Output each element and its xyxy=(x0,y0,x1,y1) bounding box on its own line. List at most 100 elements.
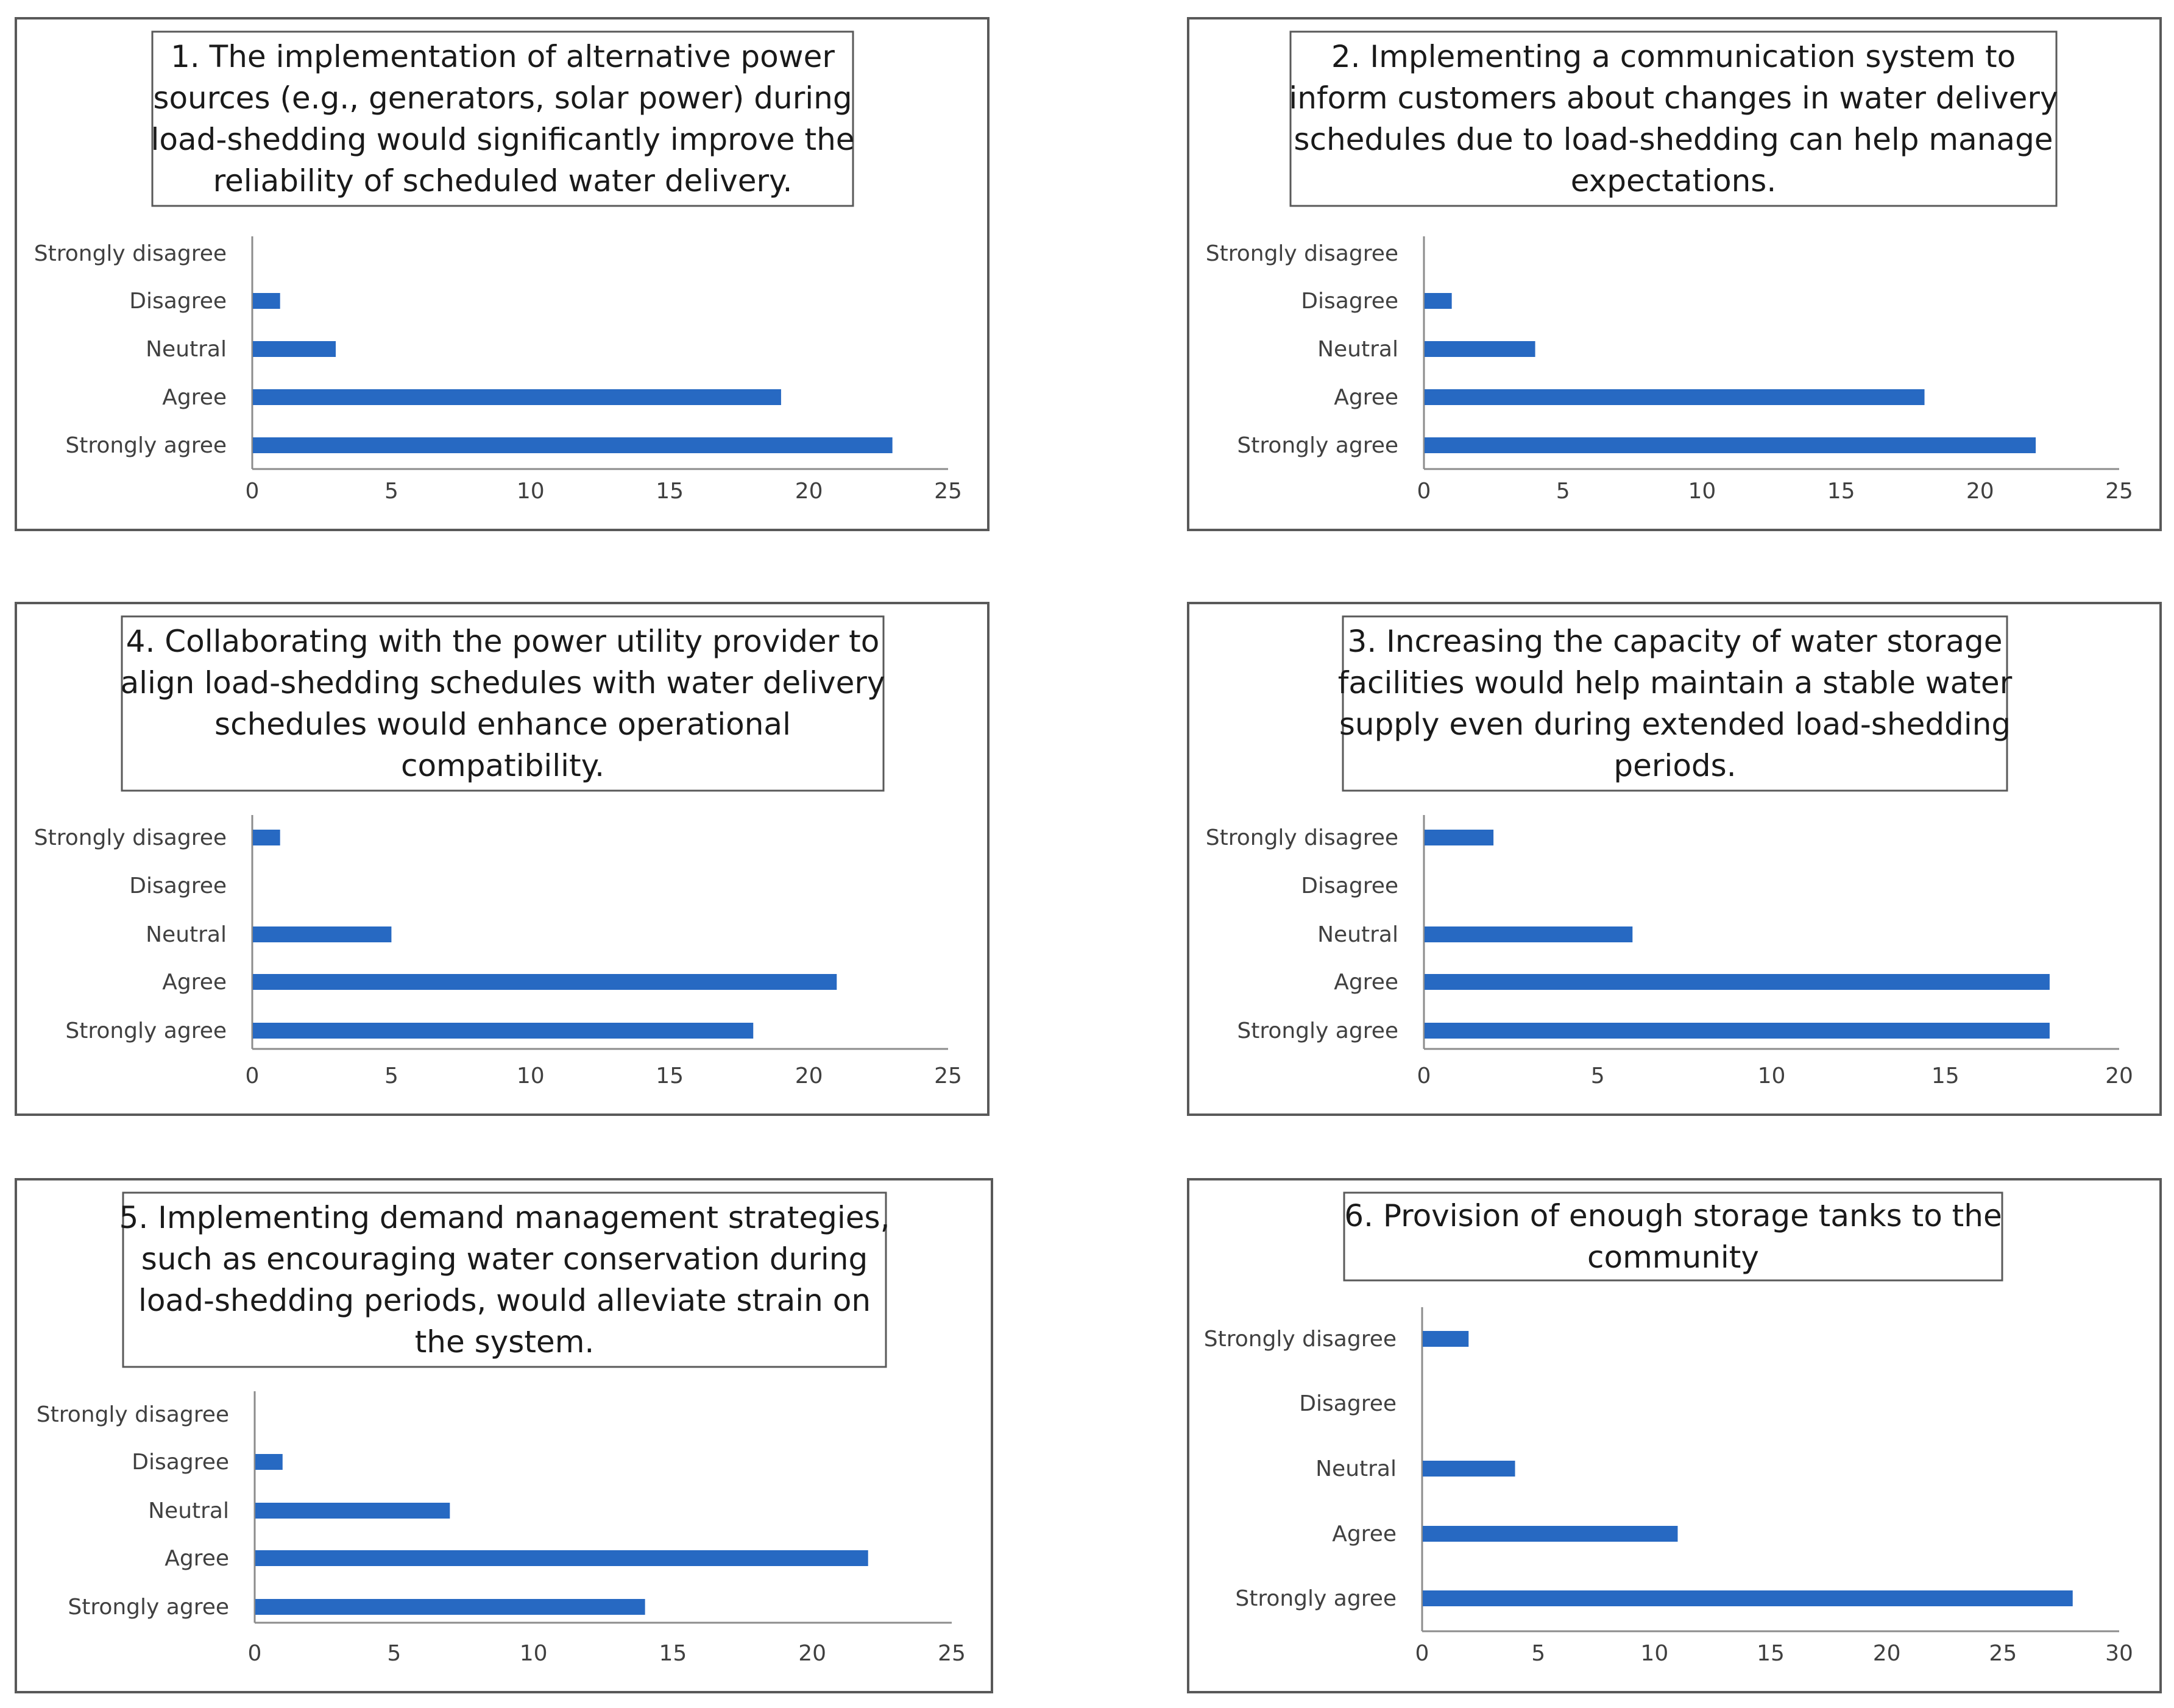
chart-title-line: the system. xyxy=(415,1324,595,1360)
category-label: Strongly disagree xyxy=(34,241,227,266)
x-tick-label: 25 xyxy=(938,1641,966,1666)
bar-strongly-agree xyxy=(253,1023,754,1039)
chart-title-box xyxy=(1342,615,2008,792)
chart-title-line: schedules due to load-shedding can help … xyxy=(1294,122,2053,157)
chart-title-line: 4. Collaborating with the power utility … xyxy=(126,624,880,659)
x-tick-label: 5 xyxy=(1591,1064,1605,1089)
bar-agree xyxy=(255,1550,868,1566)
bar-neutral xyxy=(255,1503,450,1519)
x-tick-label: 10 xyxy=(1758,1064,1786,1089)
x-tick-label: 25 xyxy=(2105,479,2133,504)
category-label: Neutral xyxy=(146,337,227,362)
category-label: Agree xyxy=(1334,970,1398,995)
x-tick-label: 15 xyxy=(1827,479,1855,504)
chart-panel-3: 4. Collaborating with the power utility … xyxy=(15,602,990,1116)
bar-neutral xyxy=(253,926,392,942)
chart-title-line: reliability of scheduled water delivery. xyxy=(213,163,793,199)
bar-strongly-disagree xyxy=(1425,830,1494,845)
chart-title-line: sources (e.g., generators, solar power) … xyxy=(153,80,852,116)
chart-title-line: facilities would help maintain a stable … xyxy=(1338,665,2013,700)
bar-strongly-agree xyxy=(253,437,893,453)
x-tick-label: 10 xyxy=(1640,1641,1668,1666)
category-label: Strongly agree xyxy=(1237,1018,1398,1043)
category-label: Strongly disagree xyxy=(34,825,227,850)
chart-panel-1: 1. The implementation of alternative pow… xyxy=(15,17,990,531)
chart-title-line: 2. Implementing a communication system t… xyxy=(1331,39,2016,74)
x-tick-label: 25 xyxy=(934,479,962,504)
category-label: Neutral xyxy=(1317,922,1398,947)
chart-title-line: 6. Provision of enough storage tanks to … xyxy=(1344,1198,2002,1233)
x-tick-label: 0 xyxy=(246,1064,260,1089)
category-label: Disagree xyxy=(129,873,227,898)
chart-title-line: community xyxy=(1587,1240,1759,1275)
bar-strongly-agree xyxy=(1423,1590,2073,1606)
x-tick-label: 20 xyxy=(795,479,823,504)
x-tick-label: 0 xyxy=(1415,1641,1429,1666)
chart-title-line: supply even during extended load-sheddin… xyxy=(1339,707,2011,742)
category-label: Agree xyxy=(1332,1522,1397,1547)
x-tick-label: 15 xyxy=(659,1641,687,1666)
x-tick-label: 20 xyxy=(798,1641,826,1666)
chart-title-box xyxy=(122,1191,887,1368)
bar-neutral xyxy=(1423,1461,1515,1477)
bar-agree xyxy=(1425,389,1925,405)
x-tick-label: 15 xyxy=(1931,1064,1960,1089)
category-label: Strongly agree xyxy=(65,1018,227,1043)
x-tick-label: 25 xyxy=(1989,1641,2017,1666)
chart-panel-2: 2. Implementing a communication system t… xyxy=(1187,17,2162,531)
bar-neutral xyxy=(1425,341,1535,357)
x-tick-label: 20 xyxy=(795,1064,823,1089)
chart-title-line: schedules would enhance operational xyxy=(214,707,791,742)
bar-neutral xyxy=(1425,926,1633,942)
bar-strongly-disagree xyxy=(1423,1331,1469,1347)
x-tick-label: 0 xyxy=(246,479,260,504)
bar-agree xyxy=(253,974,837,990)
chart-panel-5: 5. Implementing demand management strate… xyxy=(15,1178,993,1693)
category-label: Strongly agree xyxy=(68,1595,229,1620)
chart-title-box xyxy=(1289,30,2058,207)
category-label: Strongly disagree xyxy=(1204,1327,1397,1352)
category-label: Strongly disagree xyxy=(1206,825,1398,850)
x-tick-label: 10 xyxy=(1688,479,1716,504)
x-tick-label: 25 xyxy=(934,1064,962,1089)
chart-title-line: 3. Increasing the capacity of water stor… xyxy=(1348,624,2003,659)
bar-strongly-agree xyxy=(255,1599,645,1615)
category-label: Strongly disagree xyxy=(1206,241,1398,266)
x-tick-label: 5 xyxy=(387,1641,401,1666)
x-tick-label: 15 xyxy=(656,479,684,504)
chart-title-line: such as encouraging water conservation d… xyxy=(141,1241,868,1277)
x-tick-label: 10 xyxy=(517,1064,545,1089)
chart-title-line: 5. Implementing demand management strate… xyxy=(119,1200,890,1235)
x-tick-label: 20 xyxy=(2105,1064,2133,1089)
x-tick-label: 10 xyxy=(520,1641,548,1666)
category-label: Neutral xyxy=(1315,1456,1397,1481)
x-tick-label: 15 xyxy=(656,1064,684,1089)
x-tick-label: 15 xyxy=(1757,1641,1785,1666)
chart-panel-4: 3. Increasing the capacity of water stor… xyxy=(1187,602,2162,1116)
bar-strongly-agree xyxy=(1425,1023,2050,1039)
category-label: Neutral xyxy=(1317,337,1398,362)
chart-title-line: inform customers about changes in water … xyxy=(1289,80,2058,116)
chart-title-box xyxy=(151,30,854,207)
bar-agree xyxy=(253,389,781,405)
x-tick-label: 5 xyxy=(384,1064,398,1089)
chart-title-line: 1. The implementation of alternative pow… xyxy=(171,39,835,74)
x-tick-label: 0 xyxy=(1417,1064,1431,1089)
bar-agree xyxy=(1425,974,2050,990)
chart-title-line: load-shedding periods, would alleviate s… xyxy=(138,1283,871,1318)
chart-title-box xyxy=(121,615,885,792)
bar-agree xyxy=(1423,1526,1678,1542)
category-label: Disagree xyxy=(1301,873,1398,898)
chart-title-line: load-shedding would significantly improv… xyxy=(150,122,854,157)
category-label: Agree xyxy=(1334,385,1398,410)
x-tick-label: 30 xyxy=(2105,1641,2133,1666)
x-tick-label: 5 xyxy=(1531,1641,1545,1666)
category-label: Disagree xyxy=(132,1450,229,1475)
chart-title-line: compatibility. xyxy=(401,748,604,783)
bar-strongly-agree xyxy=(1425,437,2036,453)
chart-title-line: align load-shedding schedules with water… xyxy=(121,665,885,700)
category-label: Neutral xyxy=(146,922,227,947)
bar-strongly-disagree xyxy=(253,830,280,845)
category-label: Strongly agree xyxy=(1235,1586,1397,1611)
